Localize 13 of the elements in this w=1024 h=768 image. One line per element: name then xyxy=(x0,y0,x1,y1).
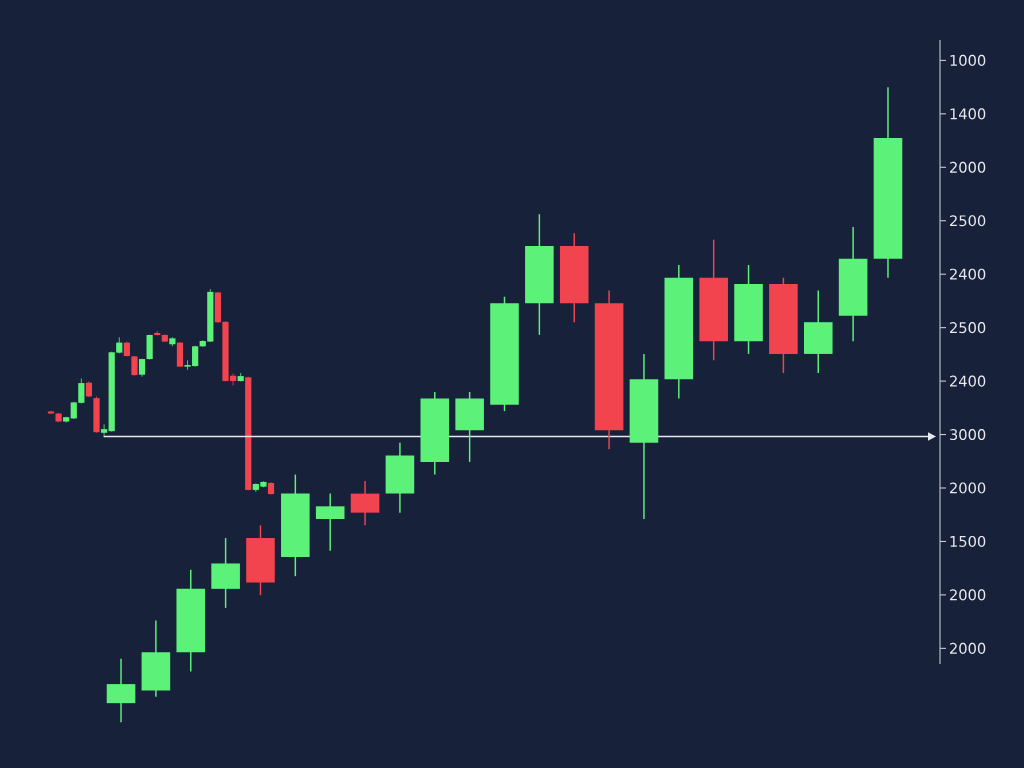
text: 2000 xyxy=(950,161,986,173)
text: 2400 xyxy=(950,375,986,387)
text: 3000 xyxy=(950,429,986,441)
text: 2000 xyxy=(950,589,986,601)
text: 2000 xyxy=(950,642,986,654)
text: 2000 xyxy=(950,482,986,494)
text: 1400 xyxy=(950,108,986,120)
text: 2500 xyxy=(950,215,986,227)
text: 1500 xyxy=(950,535,986,547)
candlestick xyxy=(100,423,108,437)
text: 2400 xyxy=(950,268,986,280)
text: 2500 xyxy=(950,322,986,334)
text: 1000 xyxy=(950,54,986,66)
